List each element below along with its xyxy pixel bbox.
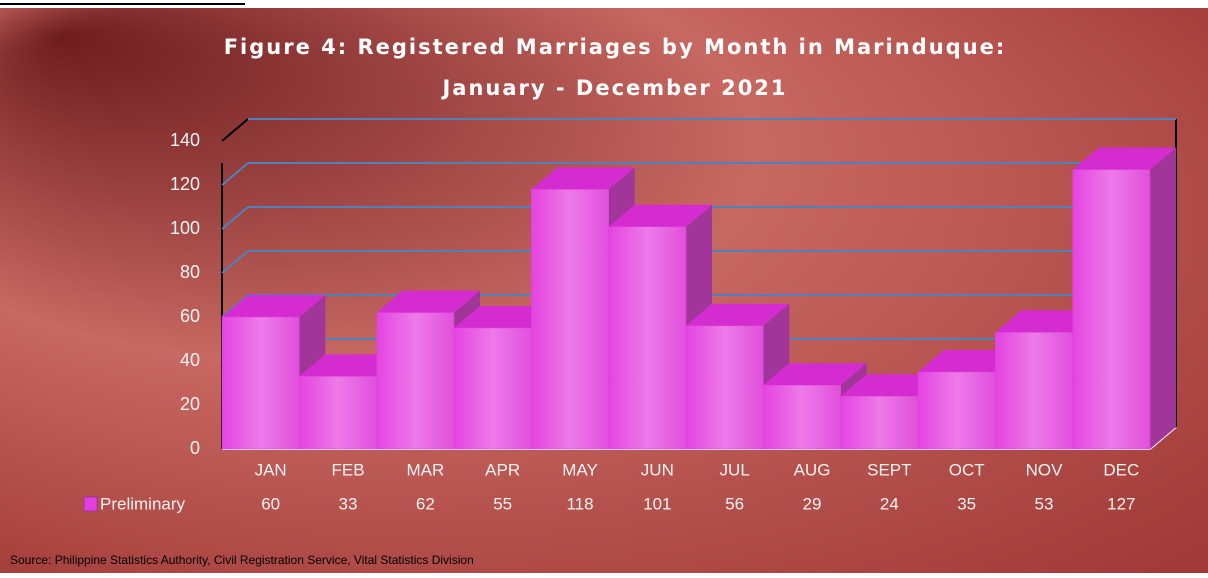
x-tick-label: FEB (331, 460, 364, 479)
table-value: 60 (261, 494, 280, 513)
legend-label: Preliminary (100, 494, 186, 513)
table-value: 118 (566, 494, 593, 513)
x-tick-label: JAN (255, 460, 287, 479)
table-value: 56 (725, 494, 744, 513)
y-tick-label: 60 (180, 306, 200, 326)
x-tick-label: MAY (562, 460, 598, 479)
x-tick-label: JUL (720, 460, 750, 479)
y-tick-label: 120 (170, 174, 200, 194)
bar (995, 332, 1073, 450)
chart-title: Figure 4: Registered Marriages by Month … (224, 35, 1007, 59)
table-value: 53 (1035, 494, 1054, 513)
bar-side (1150, 147, 1176, 449)
bar (917, 371, 996, 450)
table-value: 62 (416, 494, 435, 513)
bar-top (376, 290, 480, 313)
bar (299, 376, 377, 450)
x-tick-label: DEC (1103, 460, 1139, 479)
bar (840, 395, 919, 450)
bar (763, 384, 841, 450)
x-tick-label: JUN (641, 460, 674, 479)
grid-line (221, 162, 249, 186)
bar (453, 327, 532, 450)
grid-line (221, 250, 249, 274)
bar (221, 316, 300, 450)
bar-top (1072, 147, 1176, 170)
bar (531, 189, 609, 450)
bar-top (222, 295, 326, 317)
bar-top (686, 303, 790, 326)
source-note: Source: Philippine Statistics Authority,… (10, 553, 474, 567)
table-value: 101 (643, 494, 671, 513)
bar (608, 226, 687, 450)
legend-marker (83, 496, 98, 512)
x-tick-label: MAR (406, 460, 444, 479)
x-tick-label: OCT (949, 460, 985, 479)
table-value: 127 (1107, 494, 1135, 513)
y-tick-label: 0 (190, 438, 200, 458)
y-tick-label: 20 (180, 394, 200, 414)
x-tick-label: AUG (794, 460, 831, 479)
chart-title: January - December 2021 (440, 76, 787, 100)
table-value: 35 (957, 494, 976, 513)
bar (685, 325, 764, 450)
grid-line (221, 206, 249, 230)
bar-top (531, 167, 635, 190)
table-value: 24 (880, 494, 899, 513)
table-value: 33 (339, 494, 358, 513)
x-tick-label: SEPT (867, 460, 911, 479)
bar-top (763, 363, 867, 386)
bar (1072, 169, 1151, 450)
table-value: 29 (803, 494, 822, 513)
grid-line (221, 118, 249, 142)
table-value: 55 (493, 494, 512, 513)
y-tick-label: 140 (170, 130, 200, 150)
y-tick-label: 80 (180, 262, 200, 282)
x-tick-label: APR (485, 460, 520, 479)
bar-top (608, 204, 712, 227)
y-tick-label: 100 (170, 218, 200, 238)
bar (376, 312, 455, 450)
x-tick-label: NOV (1026, 460, 1064, 479)
y-tick-label: 40 (180, 350, 200, 370)
